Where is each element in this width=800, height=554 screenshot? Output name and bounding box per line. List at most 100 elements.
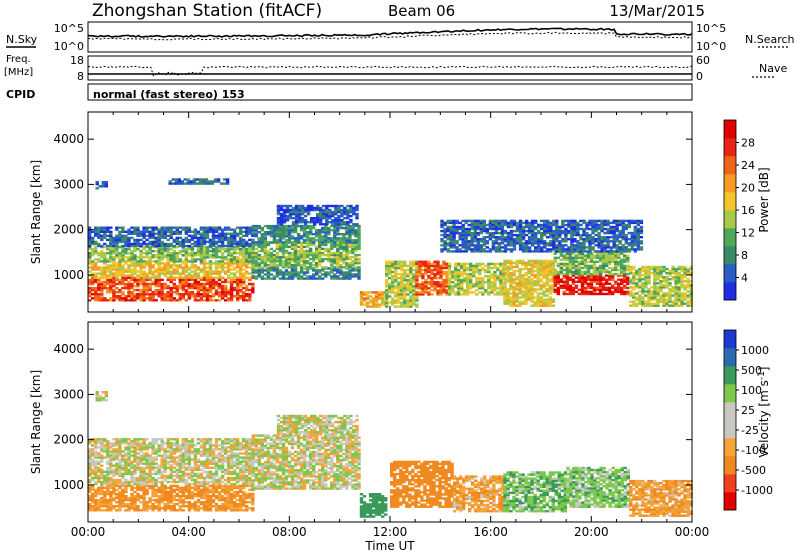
heatmap-cell xyxy=(318,231,322,234)
heatmap-cell xyxy=(291,221,296,224)
heatmap-cell xyxy=(229,278,234,282)
heatmap-cell xyxy=(496,291,500,294)
heatmap-cell xyxy=(154,240,158,244)
heatmap-cell xyxy=(330,245,334,249)
heatmap-cell xyxy=(549,240,553,243)
heatmap-cell xyxy=(482,244,486,247)
heatmap-cell xyxy=(309,233,313,236)
heatmap-cell xyxy=(325,217,329,220)
heatmap-cell xyxy=(497,225,502,229)
heatmap-cell xyxy=(534,227,538,231)
heatmap-cell xyxy=(211,280,216,284)
heatmap-cell xyxy=(506,290,510,293)
heatmap-cell xyxy=(196,268,201,271)
heatmap-cell xyxy=(349,206,353,210)
heatmap-cell xyxy=(659,298,663,301)
heatmap-cell xyxy=(374,295,379,298)
heatmap-cell xyxy=(226,252,231,255)
heatmap-cell xyxy=(293,260,298,263)
heatmap-cell xyxy=(166,252,170,255)
heatmap-cell xyxy=(121,236,125,240)
heatmap-cell xyxy=(430,281,434,284)
heatmap-cell xyxy=(433,281,437,284)
heatmap-cell xyxy=(665,272,669,275)
heatmap-cell xyxy=(568,272,573,276)
heatmap-cell xyxy=(521,246,526,249)
heatmap-cell xyxy=(233,228,237,231)
heatmap-cell xyxy=(233,288,237,292)
heatmap-cell xyxy=(394,260,398,263)
heatmap-cell xyxy=(337,208,341,212)
heatmap-cell xyxy=(305,277,310,280)
heatmap-cell xyxy=(561,248,565,251)
heatmap-cell xyxy=(677,267,681,271)
heatmap-cell xyxy=(151,276,155,279)
heatmap-cell xyxy=(130,230,134,233)
heatmap-cell xyxy=(614,266,618,270)
heatmap-cell xyxy=(512,261,516,265)
heatmap-cell xyxy=(427,266,431,270)
heatmap-cell xyxy=(342,235,346,238)
heatmap-cell xyxy=(184,293,188,296)
heatmap-cell xyxy=(549,227,553,231)
heatmap-cell xyxy=(506,292,510,295)
heatmap-cell xyxy=(469,262,473,266)
heatmap-cell xyxy=(139,250,143,253)
heatmap-cell xyxy=(305,224,310,228)
heatmap-cell xyxy=(290,226,295,230)
heatmap-cell xyxy=(88,288,92,292)
heatmap-cell xyxy=(233,268,237,271)
heatmap-cell xyxy=(88,260,92,263)
heatmap-cell xyxy=(442,281,446,284)
heatmap-cell xyxy=(447,262,452,266)
heatmap-cell xyxy=(537,240,541,243)
heatmap-cell xyxy=(88,262,92,265)
heatmap-cell xyxy=(142,291,146,294)
heatmap-cell xyxy=(336,243,340,247)
heatmap-cell xyxy=(453,285,458,288)
heatmap-cell xyxy=(464,219,468,223)
heatmap-cell xyxy=(202,291,207,294)
heatmap-cell xyxy=(650,272,654,275)
heatmap-cell xyxy=(461,246,465,249)
heatmap-cell xyxy=(680,298,684,301)
heatmap-cell xyxy=(632,280,636,283)
heatmap-cell xyxy=(552,233,556,237)
heatmap-cell xyxy=(476,238,480,241)
heatmap-cell xyxy=(112,276,116,280)
heatmap-cell xyxy=(440,219,444,223)
heatmap-cell xyxy=(202,299,207,302)
heatmap-cell xyxy=(318,275,322,278)
heatmap-cell xyxy=(659,276,663,279)
heatmap-cell xyxy=(683,292,687,295)
heatmap-cell xyxy=(160,228,164,231)
heatmap-cell xyxy=(239,228,243,231)
heatmap-cell xyxy=(199,256,204,259)
heatmap-cell xyxy=(556,282,560,285)
heatmap-cell xyxy=(574,266,579,270)
heatmap-cell xyxy=(439,268,443,272)
heatmap-cell xyxy=(127,228,131,231)
heatmap-cell xyxy=(494,242,499,245)
heatmap-cell xyxy=(211,284,216,288)
heatmap-cell xyxy=(546,221,550,225)
heatmap-cell xyxy=(254,275,258,278)
heatmap-cell xyxy=(257,249,261,253)
heatmap-cell xyxy=(365,305,370,308)
heatmap-cell xyxy=(421,262,425,266)
heatmap-cell xyxy=(534,240,538,243)
heatmap-cell xyxy=(151,297,155,300)
heatmap-cell xyxy=(166,270,170,273)
heatmap-cell xyxy=(580,284,585,287)
heatmap-cell xyxy=(136,238,140,242)
heatmap-cell xyxy=(103,242,107,246)
heatmap-cell xyxy=(650,304,654,307)
heatmap-cell xyxy=(166,258,170,261)
heatmap-cell xyxy=(328,204,332,208)
heatmap-cell xyxy=(300,204,305,208)
heatmap-cell xyxy=(303,221,308,224)
heatmap-cell xyxy=(193,272,198,275)
heatmap-cell xyxy=(109,244,113,248)
heatmap-cell xyxy=(315,231,319,234)
heatmap-cell xyxy=(193,236,198,240)
